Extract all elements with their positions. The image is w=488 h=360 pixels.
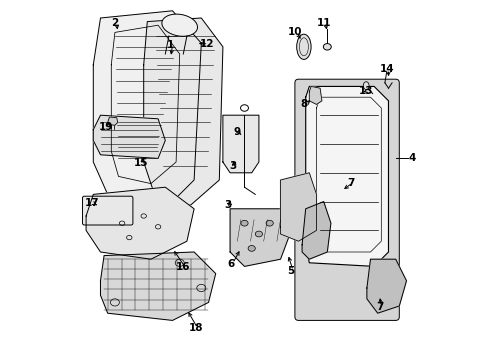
Polygon shape	[302, 202, 330, 259]
Ellipse shape	[162, 14, 197, 36]
Text: 4: 4	[407, 153, 415, 163]
Text: 10: 10	[287, 27, 302, 37]
Text: 17: 17	[84, 198, 99, 208]
Polygon shape	[280, 173, 316, 241]
Text: 11: 11	[316, 18, 330, 28]
Polygon shape	[366, 259, 406, 313]
Text: 3: 3	[229, 161, 236, 171]
Ellipse shape	[265, 220, 273, 226]
Polygon shape	[143, 18, 223, 205]
Polygon shape	[107, 117, 118, 125]
Text: 7: 7	[346, 178, 354, 188]
Text: 5: 5	[287, 266, 294, 276]
Text: 13: 13	[358, 86, 373, 96]
Polygon shape	[230, 209, 291, 266]
Ellipse shape	[247, 246, 255, 251]
FancyBboxPatch shape	[294, 79, 399, 320]
Text: 7: 7	[375, 302, 383, 312]
Text: 16: 16	[176, 262, 190, 272]
Polygon shape	[223, 115, 258, 173]
Text: 12: 12	[199, 39, 214, 49]
Polygon shape	[305, 86, 387, 266]
Polygon shape	[309, 86, 321, 104]
Ellipse shape	[296, 34, 310, 59]
Polygon shape	[93, 11, 201, 209]
FancyBboxPatch shape	[82, 196, 133, 225]
Text: 3: 3	[224, 200, 231, 210]
Text: 1: 1	[167, 40, 174, 50]
Polygon shape	[93, 115, 165, 158]
Ellipse shape	[255, 231, 262, 237]
Text: 8: 8	[300, 99, 307, 109]
Text: 6: 6	[227, 258, 234, 269]
Polygon shape	[86, 187, 194, 259]
Polygon shape	[101, 252, 215, 320]
Text: 19: 19	[99, 122, 113, 132]
Text: 2: 2	[111, 18, 118, 28]
Text: 15: 15	[133, 158, 148, 168]
Ellipse shape	[241, 220, 247, 226]
Ellipse shape	[323, 44, 330, 50]
Text: 18: 18	[188, 323, 203, 333]
Text: 14: 14	[379, 64, 393, 74]
Text: 9: 9	[233, 127, 241, 138]
Ellipse shape	[363, 82, 368, 90]
